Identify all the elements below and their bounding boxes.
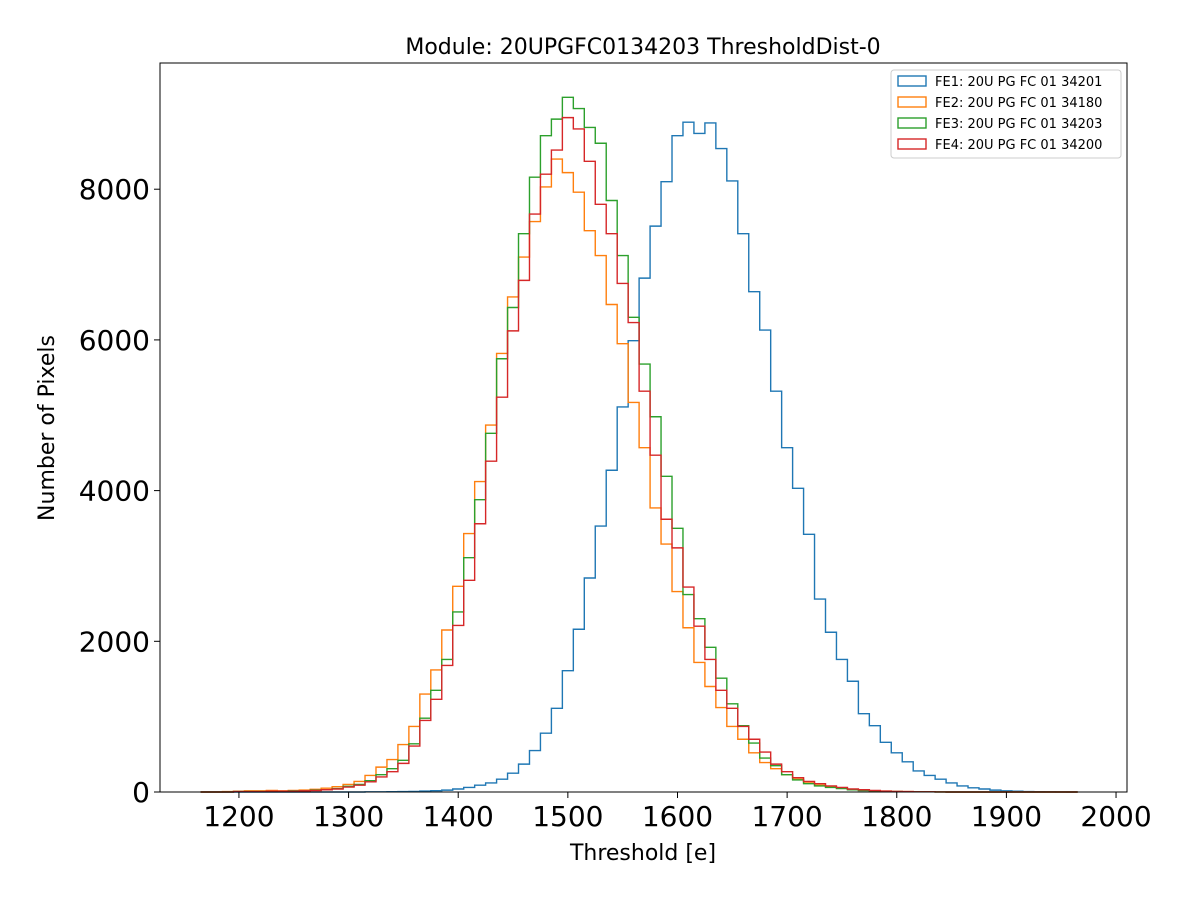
x-tick-label: 1300 [313, 800, 384, 833]
legend-entry-label: FE2: 20U PG FC 01 34180 [935, 96, 1102, 111]
y-tick-label: 2000 [79, 625, 150, 658]
legend-box [890, 69, 1122, 159]
x-tick-label: 1700 [751, 800, 822, 833]
x-tick-label: 1200 [203, 800, 274, 833]
legend-swatch [897, 75, 927, 87]
chart-title: Module: 20UPGFC0134203 ThresholdDist-0 [405, 35, 880, 60]
legend-entry-label: FE1: 20U PG FC 01 34201 [935, 75, 1102, 90]
y-axis: 0 2000 4000 6000 8000 [79, 173, 160, 809]
x-tick-label: 1400 [423, 800, 494, 833]
x-axis-label: Threshold [e] [569, 841, 716, 866]
legend-swatch [897, 138, 927, 150]
series-1-step-line [200, 121, 1078, 793]
y-tick-label: 0 [132, 776, 150, 809]
legend-entry-label: FE3: 20U PG FC 01 34203 [935, 117, 1102, 132]
y-tick-label: 4000 [79, 475, 150, 508]
series-4-step-line [200, 116, 1078, 793]
y-axis-label: Number of Pixels [35, 335, 60, 521]
legend-entry-label: FE4: 20U PG FC 01 34200 [935, 138, 1102, 153]
y-tick-label: 6000 [79, 324, 150, 357]
series-layer [200, 96, 1078, 793]
x-tick-label: 2000 [1080, 800, 1151, 833]
x-tick-label: 1800 [861, 800, 932, 833]
legend-swatch [897, 96, 927, 108]
series-2-step-line [200, 158, 1078, 793]
legend: FE1: 20U PG FC 01 34201 FE2: 20U PG FC 01… [890, 69, 1122, 159]
plot-frame [159, 62, 1128, 793]
x-tick-label: 1600 [642, 800, 713, 833]
x-tick-label: 1500 [532, 800, 603, 833]
x-tick-label: 1900 [971, 800, 1042, 833]
x-axis: 1200 1300 1400 1500 1600 1700 1800 1900 2000 [203, 792, 1152, 833]
y-tick-label: 8000 [79, 173, 150, 206]
legend-swatch [897, 117, 927, 129]
